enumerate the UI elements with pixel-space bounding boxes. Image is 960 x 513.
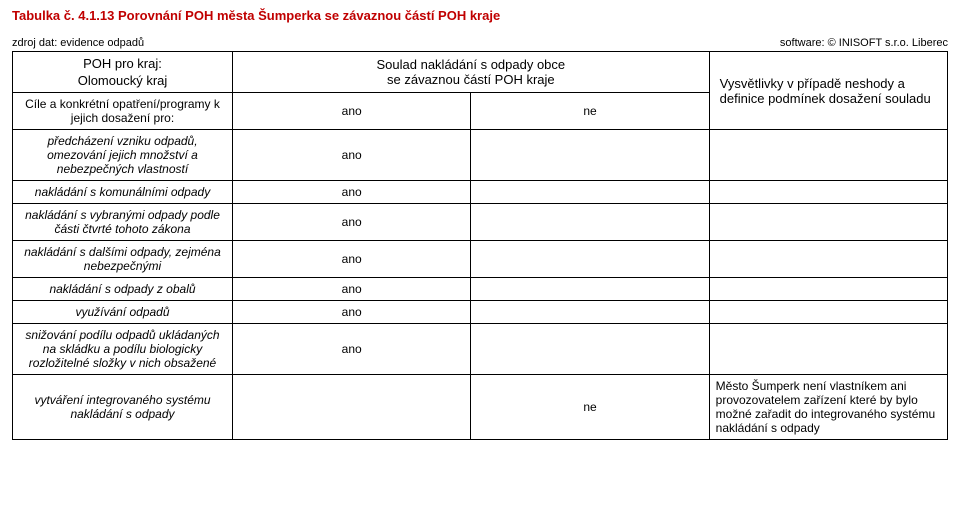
row-ano (233, 375, 471, 440)
header-cile: Cíle a konkrétní opatření/programy k jej… (13, 93, 233, 130)
header-row-1: POH pro kraj: Olomoucký kraj Soulad nakl… (13, 52, 948, 93)
row-ne (471, 301, 709, 324)
meta-source: zdroj dat: evidence odpadů (12, 37, 144, 49)
row-note (709, 324, 947, 375)
row-ne (471, 204, 709, 241)
header-ano: ano (233, 93, 471, 130)
row-note: Město Šumperk není vlastníkem ani provoz… (709, 375, 947, 440)
row-note (709, 181, 947, 204)
row-label: nakládání s odpady z obalů (13, 278, 233, 301)
row-note (709, 301, 947, 324)
comparison-table: POH pro kraj: Olomoucký kraj Soulad nakl… (12, 51, 948, 440)
row-note (709, 241, 947, 278)
row-label: snižování podílu odpadů ukládaných na sk… (13, 324, 233, 375)
table-row: snižování podílu odpadů ukládaných na sk… (13, 324, 948, 375)
header-ne: ne (471, 93, 709, 130)
table-row: využívání odpadů ano (13, 301, 948, 324)
row-label: předcházení vzniku odpadů, omezování jej… (13, 130, 233, 181)
row-note (709, 204, 947, 241)
header-poh-kraj: POH pro kraj: Olomoucký kraj (13, 52, 233, 93)
row-ne (471, 278, 709, 301)
header-poh-line1: POH pro kraj: (19, 56, 226, 71)
row-ne (471, 181, 709, 204)
row-ano: ano (233, 181, 471, 204)
header-soulad: Soulad nakládání s odpady obce se závazn… (233, 52, 710, 93)
header-soulad-line2: se závaznou částí POH kraje (239, 72, 703, 87)
row-note (709, 130, 947, 181)
row-ne (471, 130, 709, 181)
row-ano: ano (233, 324, 471, 375)
header-soulad-line1: Soulad nakládání s odpady obce (239, 57, 703, 72)
table-row: nakládání s dalšími odpady, zejména nebe… (13, 241, 948, 278)
row-ano: ano (233, 301, 471, 324)
row-ne (471, 324, 709, 375)
row-ne: ne (471, 375, 709, 440)
header-poh-line2: Olomoucký kraj (19, 73, 226, 88)
table-row-last: vytváření integrovaného systému nakládán… (13, 375, 948, 440)
row-label: vytváření integrovaného systému nakládán… (13, 375, 233, 440)
table-row: nakládání s odpady z obalů ano (13, 278, 948, 301)
table-row: nakládání s vybranými odpady podle části… (13, 204, 948, 241)
row-ne (471, 241, 709, 278)
header-vysvetlivky: Vysvětlivky v případě neshody a definice… (709, 52, 947, 130)
table-row: nakládání s komunálními odpady ano (13, 181, 948, 204)
meta-row: zdroj dat: evidence odpadů software: © I… (12, 37, 948, 49)
row-label: nakládání s komunálními odpady (13, 181, 233, 204)
meta-software: software: © INISOFT s.r.o. Liberec (780, 37, 948, 49)
row-ano: ano (233, 130, 471, 181)
table-title: Tabulka č. 4.1.13 Porovnání POH města Šu… (12, 8, 948, 23)
table-row: předcházení vzniku odpadů, omezování jej… (13, 130, 948, 181)
row-label: nakládání s vybranými odpady podle části… (13, 204, 233, 241)
row-label: využívání odpadů (13, 301, 233, 324)
row-ano: ano (233, 204, 471, 241)
row-note (709, 278, 947, 301)
row-label: nakládání s dalšími odpady, zejména nebe… (13, 241, 233, 278)
row-ano: ano (233, 278, 471, 301)
row-ano: ano (233, 241, 471, 278)
